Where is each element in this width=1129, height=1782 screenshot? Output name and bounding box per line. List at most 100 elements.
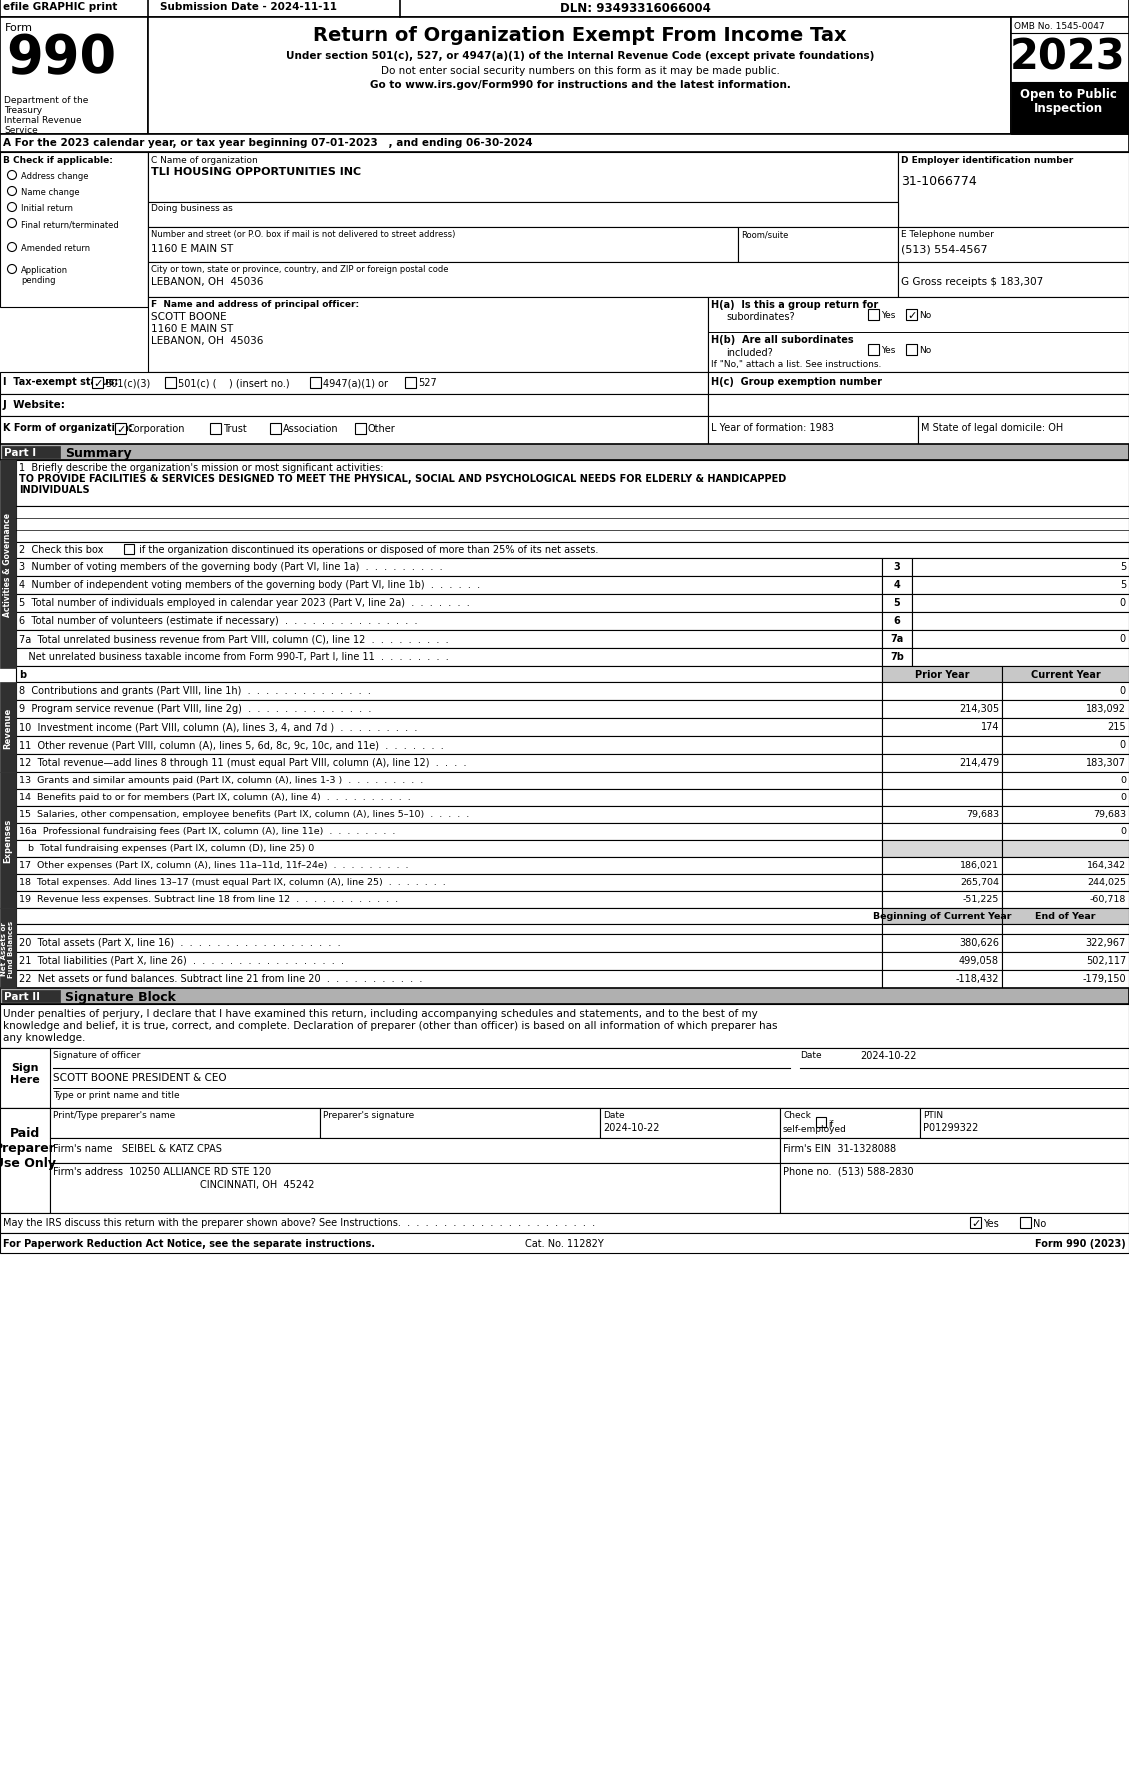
- Text: 1160 E MAIN ST: 1160 E MAIN ST: [151, 244, 234, 253]
- Text: Under penalties of perjury, I declare that I have examined this return, includin: Under penalties of perjury, I declare th…: [3, 1009, 758, 1019]
- Bar: [0, 1048, 50, 1108]
- Bar: [148, 264, 898, 298]
- Text: Type or print name and title: Type or print name and title: [53, 1091, 180, 1099]
- Text: TLI HOUSING OPPORTUNITIES INC: TLI HOUSING OPPORTUNITIES INC: [151, 168, 361, 176]
- Bar: [16, 577, 882, 595]
- Bar: [882, 649, 912, 666]
- Bar: [16, 971, 882, 989]
- Text: 2  Check this box: 2 Check this box: [19, 545, 106, 554]
- Bar: [50, 1139, 780, 1164]
- Text: Signature of officer: Signature of officer: [53, 1050, 140, 1060]
- Text: Department of the: Department of the: [5, 96, 88, 105]
- Text: F  Name and address of principal officer:: F Name and address of principal officer:: [151, 299, 359, 308]
- Bar: [599, 1108, 780, 1139]
- Text: No: No: [919, 346, 931, 355]
- Text: Date: Date: [800, 1050, 822, 1060]
- Bar: [0, 0, 1129, 18]
- Bar: [1010, 84, 1129, 135]
- Text: J  Website:: J Website:: [3, 399, 65, 410]
- Text: 1  Briefly describe the organization's mission or most significant activities:: 1 Briefly describe the organization's mi…: [19, 463, 384, 472]
- Bar: [882, 754, 1003, 773]
- Text: Initial return: Initial return: [21, 203, 73, 212]
- Text: 4: 4: [894, 579, 900, 590]
- Text: 322,967: 322,967: [1086, 937, 1126, 948]
- Bar: [16, 560, 882, 577]
- Text: 6: 6: [894, 615, 900, 625]
- Text: TO PROVIDE FACILITIES & SERVICES DESIGNED TO MEET THE PHYSICAL, SOCIAL AND PSYCH: TO PROVIDE FACILITIES & SERVICES DESIGNE…: [19, 474, 786, 483]
- Text: Under section 501(c), 527, or 4947(a)(1) of the Internal Revenue Code (except pr: Under section 501(c), 527, or 4947(a)(1)…: [286, 52, 874, 61]
- Bar: [0, 462, 16, 668]
- Bar: [882, 789, 1003, 807]
- Bar: [708, 417, 918, 446]
- Bar: [16, 462, 1129, 506]
- Bar: [405, 378, 415, 388]
- Bar: [16, 773, 882, 789]
- Circle shape: [8, 187, 17, 196]
- Text: 79,683: 79,683: [966, 809, 999, 818]
- Text: City or town, state or province, country, and ZIP or foreign postal code: City or town, state or province, country…: [151, 266, 448, 274]
- Bar: [91, 378, 103, 388]
- Text: included?: included?: [726, 347, 772, 358]
- Text: 21  Total liabilities (Part X, line 26)  .  .  .  .  .  .  .  .  .  .  .  .  .  : 21 Total liabilities (Part X, line 26) .…: [19, 955, 344, 966]
- Bar: [16, 891, 882, 909]
- Text: 22  Net assets or fund balances. Subtract line 21 from line 20  .  .  .  .  .  .: 22 Net assets or fund balances. Subtract…: [19, 973, 422, 984]
- Circle shape: [8, 244, 17, 253]
- Text: 527: 527: [418, 378, 437, 388]
- Text: Activities & Governance: Activities & Governance: [3, 513, 12, 617]
- Bar: [882, 577, 912, 595]
- Bar: [16, 544, 1129, 560]
- Text: No: No: [1033, 1219, 1047, 1228]
- Bar: [16, 823, 882, 841]
- Text: 79,683: 79,683: [1093, 809, 1126, 818]
- Text: 501(c) (    ) (insert no.): 501(c) ( ) (insert no.): [178, 378, 290, 388]
- Text: Association: Association: [283, 424, 339, 433]
- Text: 1160 E MAIN ST: 1160 E MAIN ST: [151, 324, 234, 333]
- Bar: [1003, 875, 1129, 891]
- Bar: [1003, 718, 1129, 736]
- Text: Preparer's signature: Preparer's signature: [323, 1110, 414, 1119]
- Bar: [868, 310, 879, 321]
- Bar: [16, 925, 882, 934]
- Bar: [912, 595, 1129, 613]
- Bar: [16, 736, 882, 754]
- Text: 380,626: 380,626: [959, 937, 999, 948]
- Text: 7a: 7a: [891, 634, 903, 643]
- Text: PTIN: PTIN: [924, 1110, 943, 1119]
- Bar: [16, 700, 882, 718]
- Text: No: No: [919, 310, 931, 319]
- Bar: [16, 631, 882, 649]
- Text: Revenue: Revenue: [3, 707, 12, 748]
- Text: Room/suite: Room/suite: [741, 230, 788, 239]
- Bar: [882, 857, 1003, 875]
- Bar: [210, 424, 221, 435]
- Text: Phone no.  (513) 588-2830: Phone no. (513) 588-2830: [784, 1167, 913, 1176]
- Bar: [920, 1108, 1129, 1139]
- Text: 502,117: 502,117: [1086, 955, 1126, 966]
- Bar: [148, 18, 1010, 135]
- Text: Service: Service: [5, 127, 37, 135]
- Text: -51,225: -51,225: [963, 895, 999, 903]
- Text: 5: 5: [1120, 561, 1126, 572]
- Bar: [882, 613, 912, 631]
- Text: 14  Benefits paid to or for members (Part IX, column (A), line 4)  .  .  .  .  .: 14 Benefits paid to or for members (Part…: [19, 793, 411, 802]
- Bar: [912, 649, 1129, 666]
- Bar: [780, 1139, 1129, 1164]
- Bar: [2, 447, 60, 458]
- Text: Corporation: Corporation: [128, 424, 185, 433]
- Text: G Gross receipts $ 183,307: G Gross receipts $ 183,307: [901, 276, 1043, 287]
- Text: Form: Form: [5, 23, 33, 34]
- Bar: [16, 807, 882, 823]
- Text: H(c)  Group exemption number: H(c) Group exemption number: [711, 376, 882, 387]
- Text: Firm's EIN  31-1328088: Firm's EIN 31-1328088: [784, 1144, 896, 1153]
- Bar: [898, 228, 1129, 264]
- Bar: [0, 1048, 1129, 1108]
- Bar: [16, 595, 882, 613]
- Text: 0: 0: [1120, 686, 1126, 695]
- Text: Yes: Yes: [881, 310, 895, 319]
- Text: 7a  Total unrelated business revenue from Part VIII, column (C), line 12  .  .  : 7a Total unrelated business revenue from…: [19, 634, 448, 643]
- Bar: [1003, 971, 1129, 989]
- Bar: [115, 424, 126, 435]
- Bar: [16, 875, 882, 891]
- Text: A For the 2023 calendar year, or tax year beginning 07-01-2023   , and ending 06: A For the 2023 calendar year, or tax yea…: [3, 137, 533, 148]
- Text: Part II: Part II: [5, 991, 40, 1001]
